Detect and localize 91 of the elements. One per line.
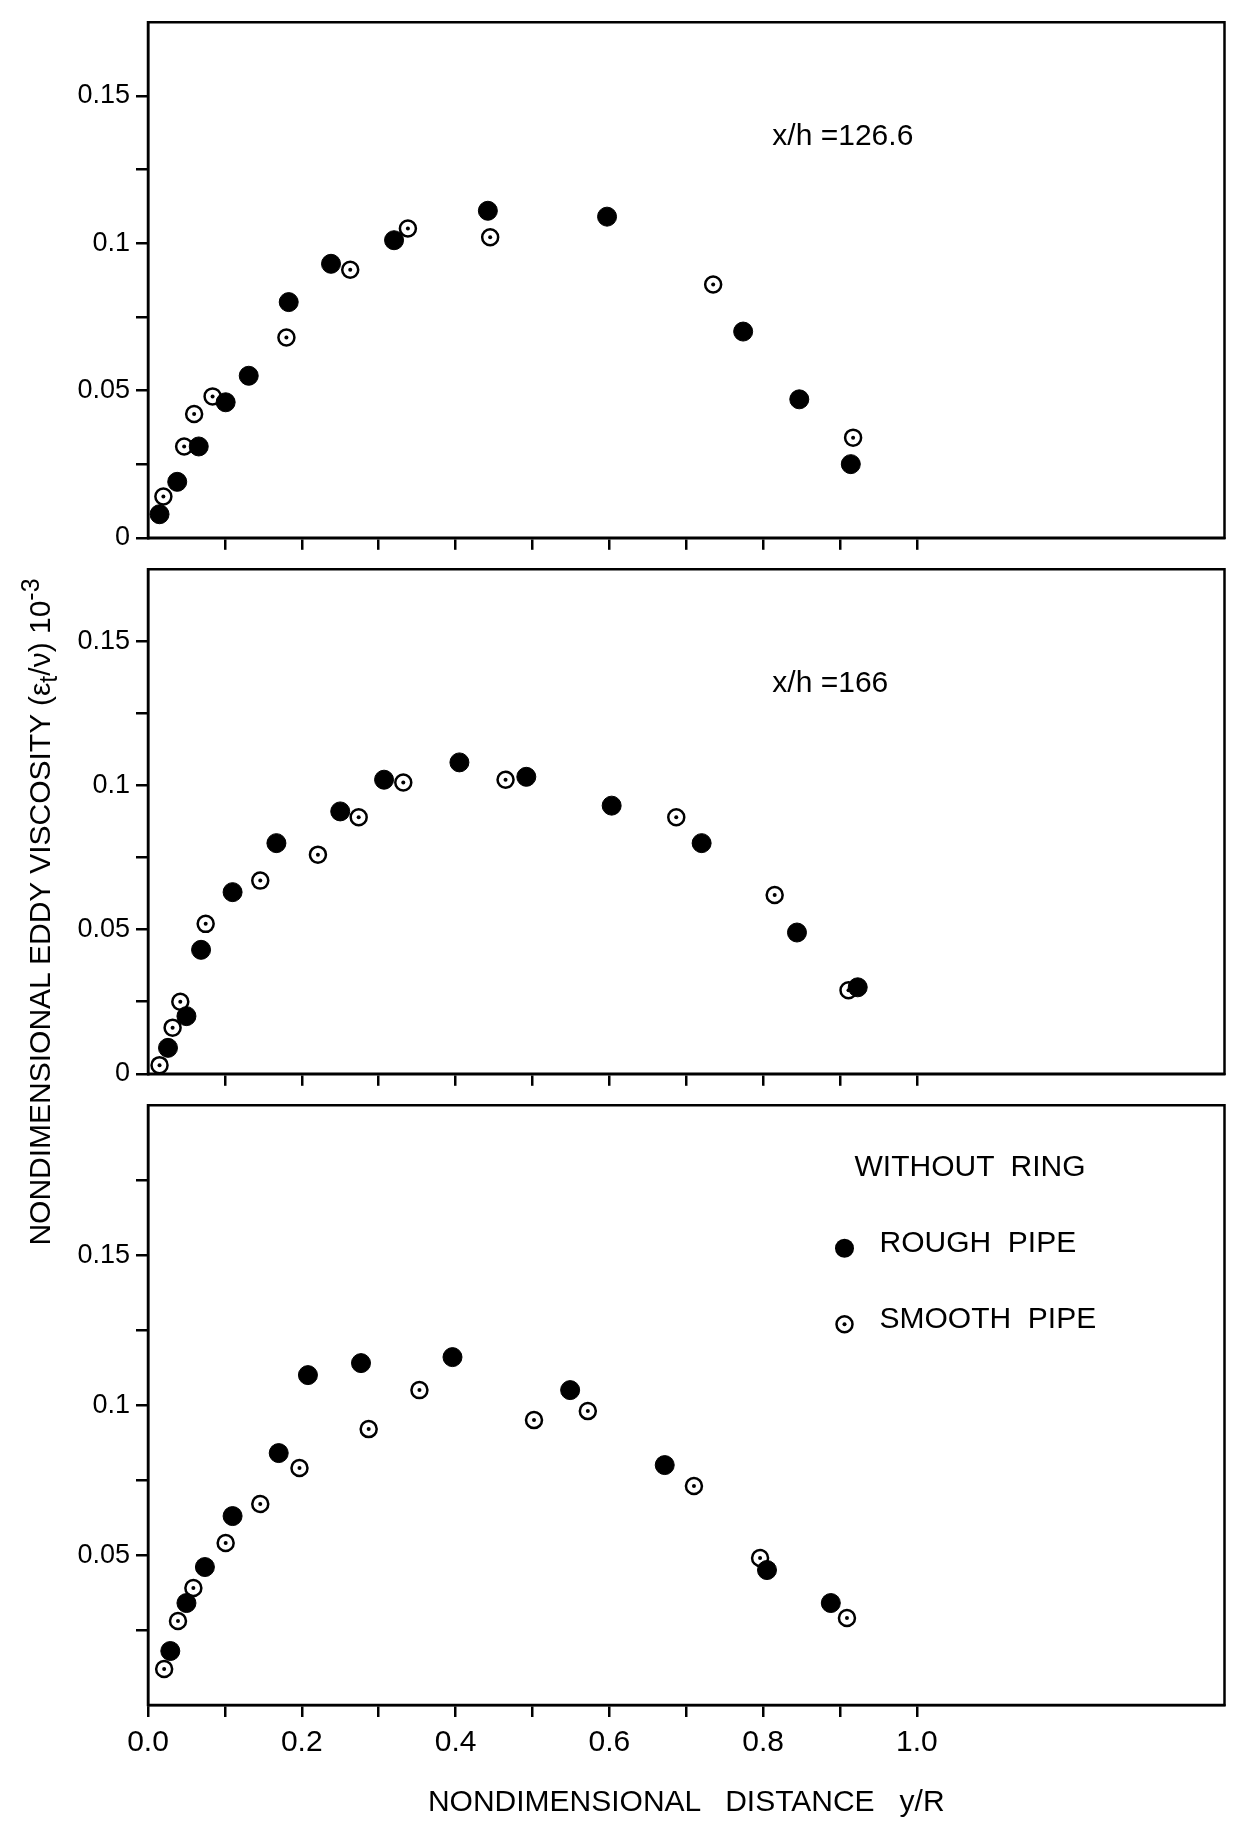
point [394,773,413,792]
point [601,795,622,816]
point [194,1557,215,1578]
point [154,487,173,506]
point [149,504,170,525]
point [837,1608,857,1628]
point [654,1455,675,1476]
point [196,914,215,934]
point [150,1055,169,1074]
point [160,1641,181,1662]
point [820,1593,841,1614]
x-tick-label: 0.6 [588,1724,631,1758]
point [349,807,368,827]
point [163,1018,182,1037]
point [449,752,470,773]
point [496,770,515,789]
y-tick-label: 0.05 [77,1538,130,1569]
y-tick-label: 0.1 [92,768,130,799]
point [321,253,342,274]
y-tick-label: 0.05 [77,373,130,404]
y-tick-label: 0 [114,1057,130,1088]
point [154,1659,174,1679]
y-tick-label: 0.05 [77,913,130,944]
point [359,1419,378,1439]
point [168,1611,188,1631]
point [684,1476,704,1496]
point [251,871,270,890]
point [184,1578,203,1598]
point [480,228,500,247]
point [384,230,405,251]
annotation: x/h =126.6 [772,118,914,152]
point [843,428,863,447]
point [215,392,236,413]
point [789,389,810,410]
point [157,1037,178,1058]
point [733,321,754,342]
x-tick-label: 0.4 [434,1724,477,1758]
x-tick-label: 0.2 [280,1724,323,1758]
y-tick-label: 0.15 [77,624,130,655]
y-tick-label: 0.1 [92,226,130,257]
y-tick-label: 0.1 [92,1388,130,1419]
x-axis-title: NONDIMENSIONAL DISTANCE y/R [427,1784,945,1818]
point [578,1401,598,1421]
point [176,1006,197,1027]
point [516,766,537,787]
point [268,1443,289,1464]
point [847,977,868,998]
point [251,1494,270,1514]
point [350,1353,371,1374]
point [290,1458,309,1478]
y-tick-label: 0.15 [77,79,130,110]
legend-label: SMOOTH PIPE [879,1301,1097,1335]
point [188,436,209,457]
point [238,365,259,386]
legend-title: WITHOUT RING [854,1149,1086,1183]
point [703,275,723,294]
point [297,1365,318,1386]
point [191,939,212,960]
point [691,833,712,854]
point [765,885,784,905]
point [374,769,395,790]
point [442,1347,463,1368]
point [266,833,287,854]
point [167,471,188,492]
point [840,454,861,475]
point [477,200,498,221]
point [410,1380,429,1400]
x-tick-label: 0.0 [127,1724,169,1758]
legend-label: ROUGH PIPE [879,1225,1077,1259]
point [222,1506,243,1527]
point [184,404,204,424]
point [176,1593,197,1614]
point [667,807,686,827]
point [786,922,807,943]
y-tick-label: 0.15 [77,1238,130,1269]
point [308,845,328,864]
x-tick-label: 1.0 [896,1724,938,1758]
point [560,1380,581,1401]
point [340,260,360,279]
y-tick-label: 0 [114,521,130,552]
point [216,1533,235,1553]
point [398,219,418,238]
point [524,1410,544,1430]
point [330,801,351,822]
point [597,206,618,227]
annotation: x/h =166 [772,665,889,699]
point [756,1560,777,1581]
point [278,292,299,313]
point [222,882,243,903]
point [277,328,296,347]
x-tick-label: 0.8 [742,1724,784,1758]
